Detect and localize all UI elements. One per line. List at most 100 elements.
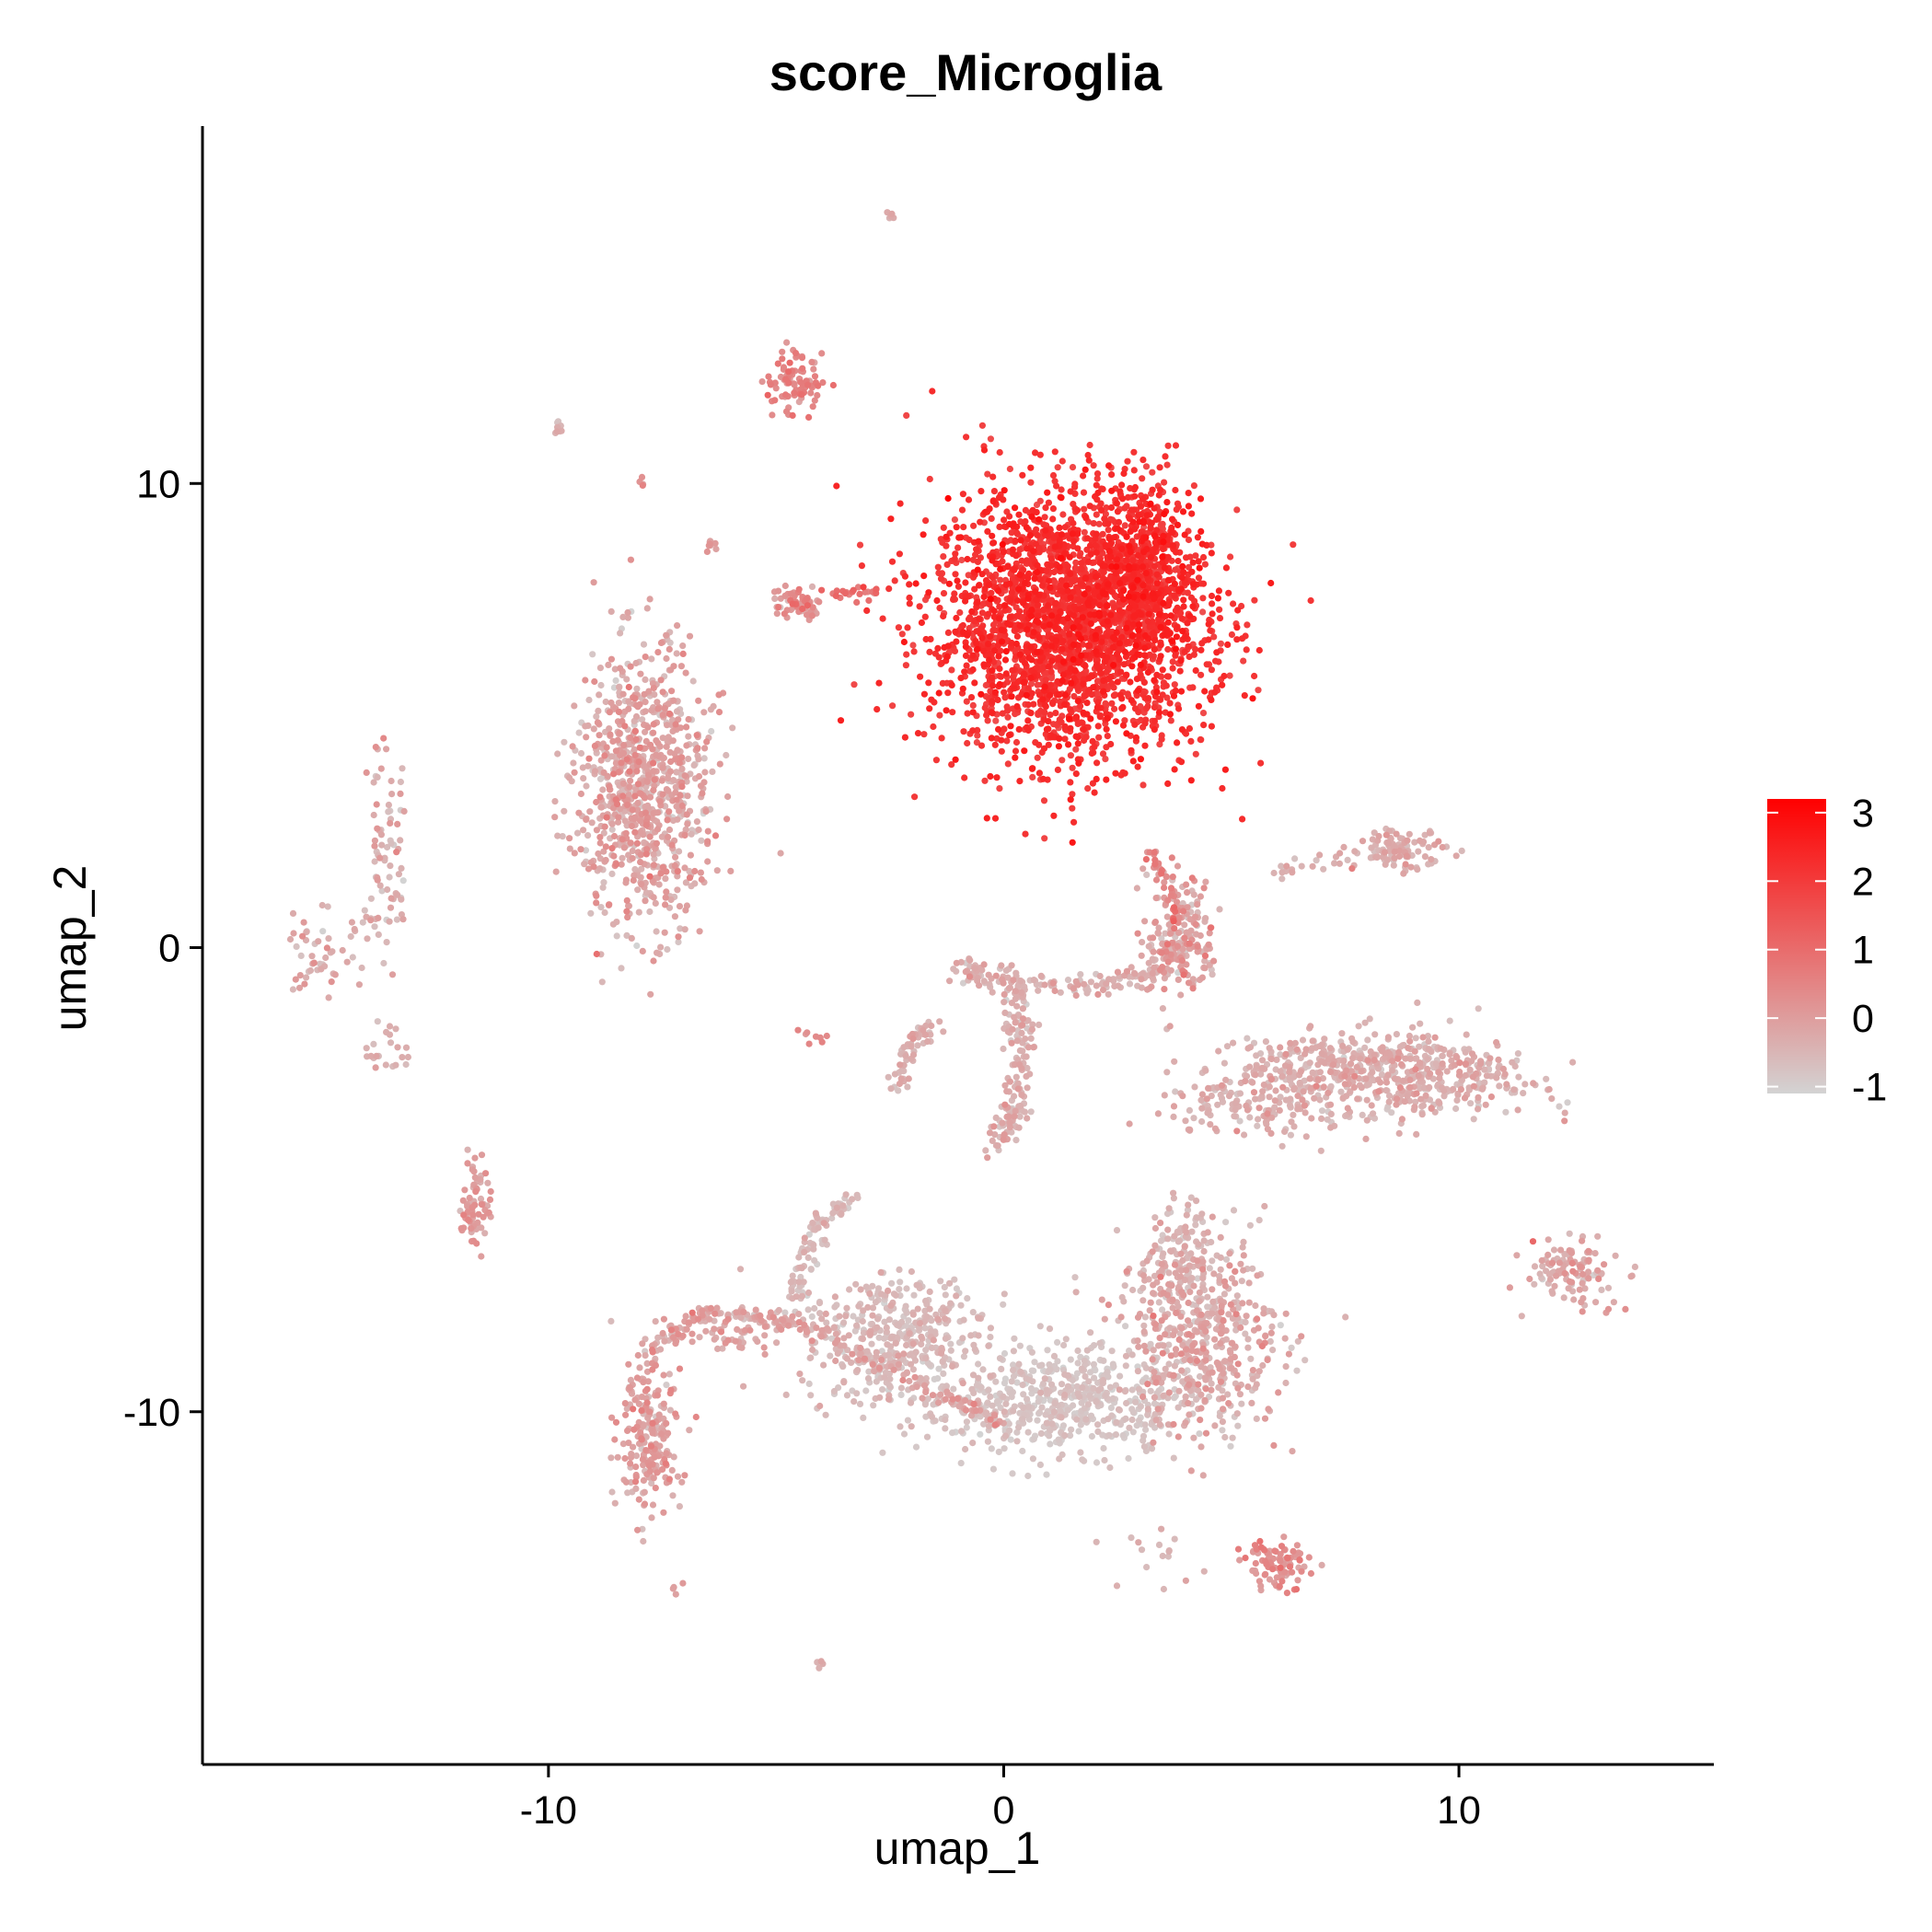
cell-point (822, 1411, 829, 1418)
cell-point (1340, 843, 1348, 851)
cell-point (361, 907, 368, 914)
cell-point (1014, 1085, 1022, 1093)
cell-point (886, 1307, 894, 1314)
cell-point (303, 974, 310, 981)
cell-point (606, 725, 613, 733)
cell-point (761, 1350, 769, 1358)
cell-point (881, 1318, 888, 1325)
cell-point (397, 790, 404, 798)
cell-point (1125, 1454, 1132, 1463)
cell-point (1194, 1257, 1201, 1265)
cell-point (697, 869, 705, 876)
cell-point (1320, 1083, 1327, 1091)
cell-point (1019, 1382, 1026, 1389)
cell-point (1412, 1066, 1419, 1073)
cell-point (1209, 1286, 1216, 1293)
cell-point (1299, 1036, 1307, 1044)
cell-point (663, 743, 670, 750)
cell-point (1218, 1309, 1225, 1316)
cell-point (1306, 1059, 1313, 1067)
cell-point (1569, 1267, 1577, 1275)
cell-point (1395, 852, 1403, 861)
cell-point (1139, 939, 1146, 946)
cell-point (1050, 1352, 1059, 1359)
cell-point (780, 1316, 787, 1324)
cell-point (1478, 1085, 1487, 1093)
cell-point (727, 867, 735, 875)
cell-point (1140, 1432, 1148, 1440)
cell-point (922, 1388, 930, 1395)
cell-point (1227, 1442, 1234, 1450)
cell-point (569, 743, 576, 750)
cell-point (1190, 1282, 1197, 1290)
cell-point (1116, 1386, 1123, 1394)
cell-point (1425, 1037, 1432, 1046)
cell-point (659, 791, 666, 798)
cell-point (811, 1304, 818, 1313)
cell-point (1437, 1045, 1444, 1052)
cell-point (1233, 1128, 1241, 1135)
cell-point (985, 1342, 992, 1349)
cell-point (788, 1288, 795, 1295)
cell-point (339, 946, 346, 954)
cell-point (1035, 1021, 1043, 1028)
cell-point (1163, 1210, 1172, 1218)
cell-point (937, 1278, 944, 1285)
cell-point (1101, 1456, 1108, 1464)
cell-point (641, 690, 648, 698)
cell-point (897, 1391, 905, 1398)
cell-point (642, 708, 649, 715)
cell-point (1037, 972, 1045, 979)
cell-point (650, 957, 657, 965)
cell-point (1035, 987, 1042, 994)
cell-point (808, 358, 816, 365)
cell-point (1196, 1430, 1203, 1438)
cell-point (1077, 1449, 1084, 1456)
cell-point (1151, 1394, 1158, 1401)
cell-point (1137, 1403, 1144, 1410)
cell-point (1015, 1424, 1023, 1431)
cell-point (323, 944, 330, 952)
cell-point (1326, 1045, 1334, 1052)
cell-point (637, 817, 644, 825)
cell-point (853, 1322, 861, 1329)
cell-point (761, 1323, 769, 1330)
cell-point (712, 545, 720, 553)
cell-point (1055, 1436, 1062, 1443)
cell-point (675, 1330, 682, 1338)
cell-point (1339, 1094, 1347, 1102)
cell-point (1165, 1269, 1173, 1277)
cell-point (1135, 1417, 1143, 1424)
cell-point (660, 1371, 667, 1379)
cell-point (1024, 1404, 1032, 1411)
cell-point (906, 1330, 913, 1337)
cell-point (1294, 1105, 1301, 1113)
cell-point (596, 775, 605, 782)
cell-point (1241, 1131, 1248, 1139)
cell-point (733, 1309, 740, 1316)
cell-point (654, 705, 662, 712)
cell-point (1561, 1109, 1568, 1116)
cell-point (715, 691, 723, 699)
cell-point (662, 875, 669, 883)
cell-point (1146, 1307, 1153, 1314)
cell-point (1462, 1048, 1469, 1056)
cell-point (1363, 1096, 1371, 1104)
cell-point (1279, 1083, 1287, 1091)
cell-point (643, 605, 651, 612)
cell-point (1264, 1110, 1271, 1117)
cell-point (1209, 1369, 1216, 1376)
cell-point (1019, 1022, 1026, 1029)
cell-point (1216, 1412, 1223, 1419)
cell-point (950, 966, 957, 973)
cell-point (777, 850, 784, 857)
cell-point (1200, 1568, 1208, 1575)
cell-point (1384, 1034, 1392, 1041)
cell-point (1254, 1122, 1261, 1129)
cell-point (706, 540, 713, 548)
cell-point (691, 880, 699, 887)
cell-point (637, 670, 644, 677)
cell-point (645, 1408, 654, 1416)
cell-point (1058, 1381, 1066, 1388)
cell-point (851, 1327, 859, 1335)
